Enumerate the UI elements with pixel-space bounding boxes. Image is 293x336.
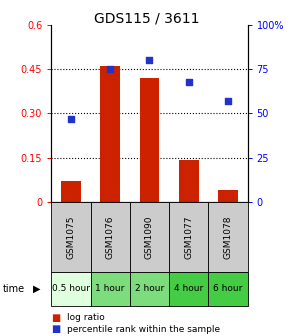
Bar <box>100 67 120 202</box>
Text: 1 hour: 1 hour <box>96 285 125 293</box>
Text: 2 hour: 2 hour <box>135 285 164 293</box>
Bar <box>61 181 81 202</box>
Text: time: time <box>3 284 25 294</box>
Bar <box>218 190 238 202</box>
Point <box>69 116 73 121</box>
Point <box>226 98 230 104</box>
Bar <box>179 161 199 202</box>
Text: GSM1090: GSM1090 <box>145 215 154 259</box>
Text: ■: ■ <box>51 312 61 323</box>
Text: 0.5 hour: 0.5 hour <box>52 285 90 293</box>
Point <box>108 67 113 72</box>
Text: 4 hour: 4 hour <box>174 285 203 293</box>
Point <box>186 79 191 84</box>
Text: GSM1076: GSM1076 <box>106 215 115 259</box>
Text: ■: ■ <box>51 324 61 334</box>
Text: GSM1077: GSM1077 <box>184 215 193 259</box>
Text: GSM1078: GSM1078 <box>224 215 232 259</box>
Text: GDS115 / 3611: GDS115 / 3611 <box>94 12 199 26</box>
Text: log ratio: log ratio <box>67 313 105 322</box>
Point <box>147 58 152 63</box>
Text: GSM1075: GSM1075 <box>67 215 75 259</box>
Text: 6 hour: 6 hour <box>213 285 243 293</box>
Text: percentile rank within the sample: percentile rank within the sample <box>67 325 221 334</box>
Bar <box>140 78 159 202</box>
Text: ▶: ▶ <box>33 284 40 294</box>
